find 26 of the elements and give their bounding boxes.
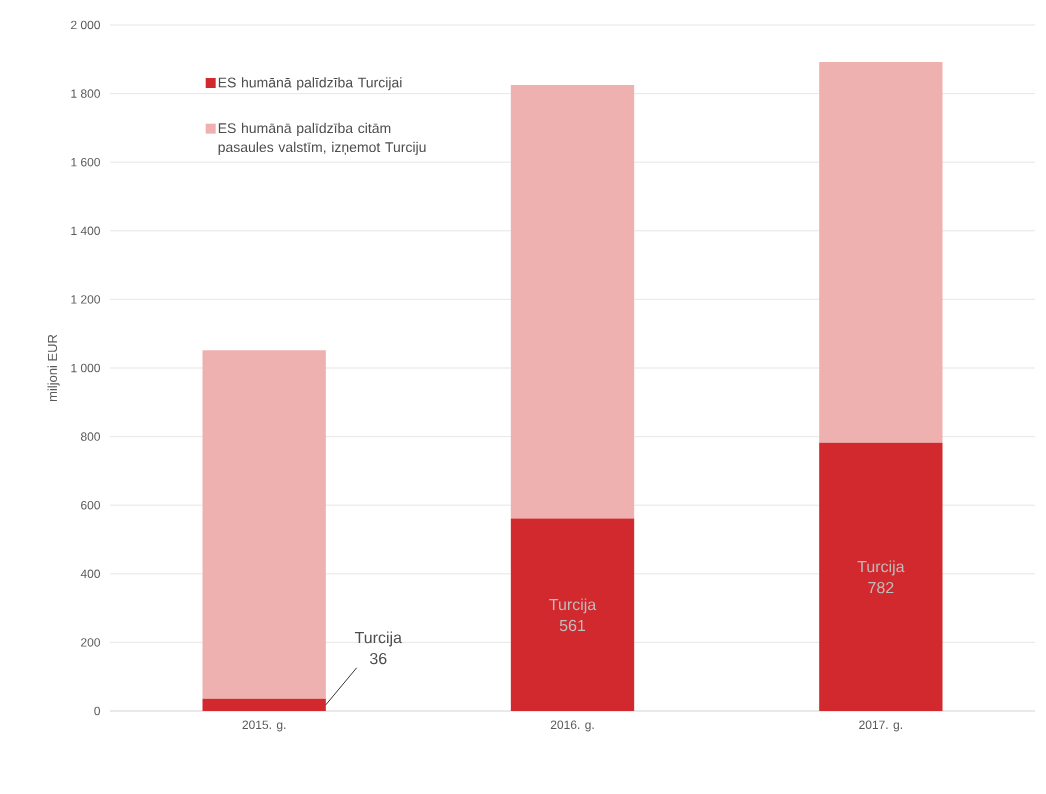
x-tick-label: 2016. g.	[550, 720, 594, 732]
bar	[819, 62, 943, 443]
y-tick-label: 600	[81, 500, 101, 510]
y-tick-label: 800	[80, 432, 101, 441]
bar	[510, 518, 635, 711]
y-tick-label: 1 200	[71, 295, 100, 304]
bar	[202, 698, 326, 711]
y-tick-label: 2 000	[71, 20, 100, 30]
x-tick-label: 2017. g.	[859, 720, 902, 732]
y-axis-title: miljoni EUR	[47, 334, 60, 402]
y-tick-label: 0	[94, 706, 101, 716]
y-tick-label: 1 400	[71, 226, 100, 236]
data-label: Turcija 782	[857, 560, 905, 594]
data-label: Turcija 36	[354, 631, 402, 665]
y-tick-label: 200	[81, 638, 101, 647]
bar	[819, 442, 943, 711]
y-tick-label: 1 000	[71, 363, 100, 373]
y-tick-label: 1 600	[71, 157, 100, 167]
x-tick-label: 2015. g.	[242, 720, 286, 732]
bar	[510, 85, 635, 519]
data-label: Turcija 561	[549, 598, 597, 632]
bar	[202, 350, 326, 699]
y-tick-label: 1 800	[71, 89, 100, 98]
legend-label: ES humānā palīdzība Turcijai	[218, 77, 402, 91]
legend-label: ES humānā palīdzība citām pasaules valstīm, izņemot Turciju	[218, 122, 426, 155]
y-tick-label: 400	[80, 569, 101, 579]
